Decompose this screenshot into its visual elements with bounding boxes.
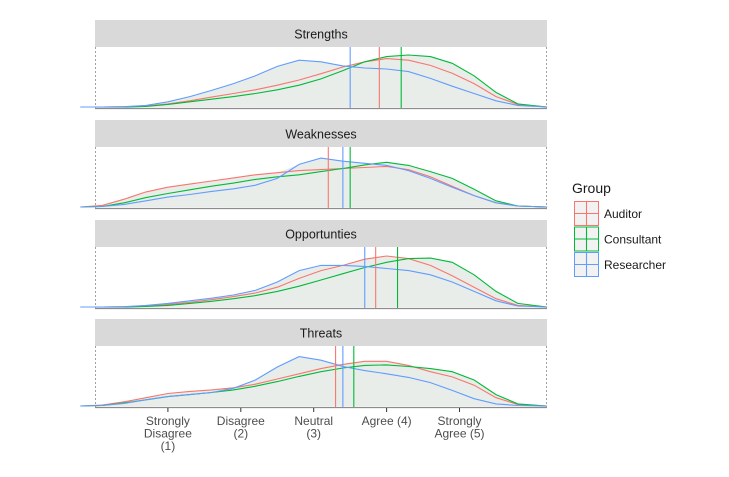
x-tick-label: Agree (5) [435, 427, 485, 441]
facet-panels: Strengths Weaknesses Opportunties Threats [80, 20, 548, 409]
legend-title: Group [572, 180, 611, 196]
x-axis: StronglyDisagree(1)Disagree(2)Neutral(3)… [144, 408, 485, 453]
panel-weaknesses: Weaknesses [80, 120, 548, 210]
density-line-consultant [80, 54, 548, 108]
x-tick-label: (3) [306, 427, 321, 441]
legend: Group Auditor Consultant Researcher [572, 180, 666, 277]
x-tick-label: (2) [233, 427, 248, 441]
density-line-researcher [80, 356, 548, 407]
x-tick-label: Strongly [438, 414, 482, 428]
legend-label: Researcher [604, 258, 666, 272]
panel-strip-label: Opportunties [285, 228, 357, 242]
density-line-researcher [80, 157, 548, 208]
panel-strip [95, 20, 547, 47]
legend-entry-researcher: Researcher [574, 252, 666, 277]
x-tick-label: (1) [161, 439, 176, 453]
panel-strip [95, 319, 547, 346]
x-tick-label: Disagree [217, 414, 265, 428]
density-line-auditor [80, 255, 548, 308]
x-tick-label: Neutral [294, 414, 333, 428]
x-tick-label: Disagree [144, 427, 192, 441]
panel-strip-label: Threats [300, 327, 342, 341]
density-line-auditor [80, 360, 548, 407]
legend-label: Consultant [604, 233, 662, 247]
density-line-researcher [80, 59, 548, 108]
density-line-researcher [80, 264, 548, 308]
x-tick-label: Agree (4) [362, 414, 412, 428]
legend-label: Auditor [604, 207, 642, 221]
density-line-consultant [80, 257, 548, 308]
panel-strip [95, 220, 547, 247]
panel-strengths: Strengths [80, 20, 548, 110]
panel-threats: Threats [80, 319, 548, 409]
panel-strip-label: Strengths [294, 28, 348, 42]
density-fill [80, 158, 548, 207]
panel-opportunties: Opportunties [80, 220, 548, 310]
x-tick-label: Strongly [146, 414, 190, 428]
legend-entry-auditor: Auditor [574, 201, 642, 226]
panel-strip-label: Weaknesses [285, 128, 356, 142]
legend-entry-consultant: Consultant [574, 226, 662, 252]
density-line-consultant [80, 161, 548, 208]
panel-strip [95, 120, 547, 147]
